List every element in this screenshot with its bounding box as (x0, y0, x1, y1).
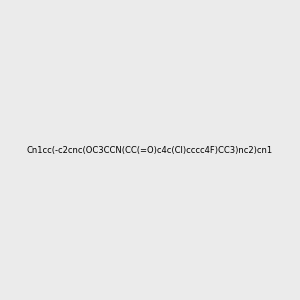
Text: Cn1cc(-c2cnc(OC3CCN(CC(=O)c4c(Cl)cccc4F)CC3)nc2)cn1: Cn1cc(-c2cnc(OC3CCN(CC(=O)c4c(Cl)cccc4F)… (27, 146, 273, 154)
